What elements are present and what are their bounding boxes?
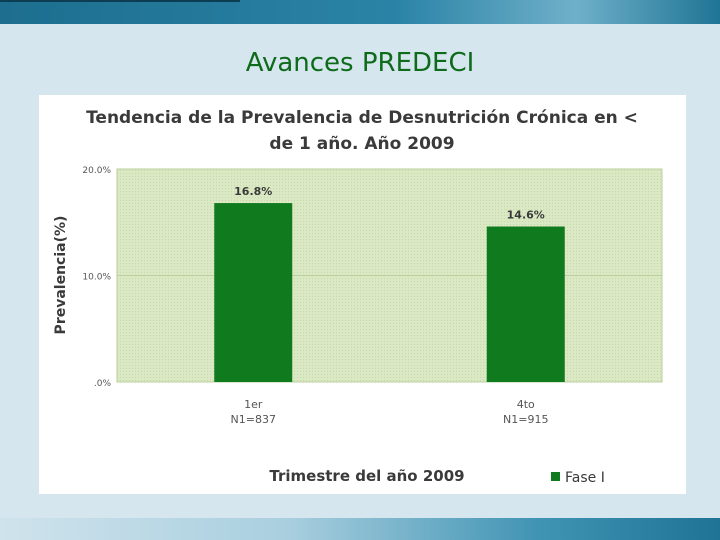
x-tick-label: 1er bbox=[244, 398, 263, 411]
x-tick-sublabel: N1=837 bbox=[231, 413, 276, 426]
bar-data-label: 16.8% bbox=[234, 185, 272, 198]
slide-title: Avances PREDECI bbox=[245, 48, 475, 78]
x-tick-sublabel: N1=915 bbox=[503, 413, 548, 426]
x-axis-label: Trimestre del año 2009 bbox=[269, 467, 464, 485]
chart-title-line1: Tendencia de la Prevalencia de Desnutric… bbox=[86, 108, 638, 128]
y-tick-label: 10.0% bbox=[82, 273, 111, 283]
top-band bbox=[0, 0, 720, 24]
bar-data-label: 14.6% bbox=[507, 209, 545, 222]
y-axis-label: Prevalencia(%) bbox=[53, 216, 69, 335]
bar bbox=[486, 226, 565, 382]
legend-swatch bbox=[551, 472, 560, 481]
legend-label: Fase I bbox=[565, 470, 605, 486]
bottom-band bbox=[0, 518, 720, 540]
y-tick-label: 20.0% bbox=[82, 166, 111, 176]
chart-title-line2: de 1 año. Año 2009 bbox=[269, 134, 454, 154]
y-tick-label: .0% bbox=[94, 379, 112, 389]
chart-container: Tendencia de la Prevalencia de Desnutric… bbox=[39, 95, 686, 494]
x-tick-label: 4to bbox=[517, 398, 535, 411]
bar bbox=[214, 203, 293, 382]
bar-chart: Tendencia de la Prevalencia de Desnutric… bbox=[53, 108, 663, 486]
top-band-line bbox=[0, 0, 240, 2]
